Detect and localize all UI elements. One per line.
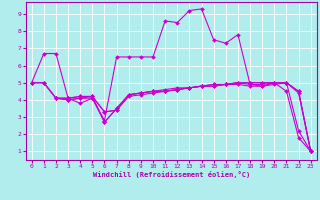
X-axis label: Windchill (Refroidissement éolien,°C): Windchill (Refroidissement éolien,°C) [92, 171, 250, 178]
